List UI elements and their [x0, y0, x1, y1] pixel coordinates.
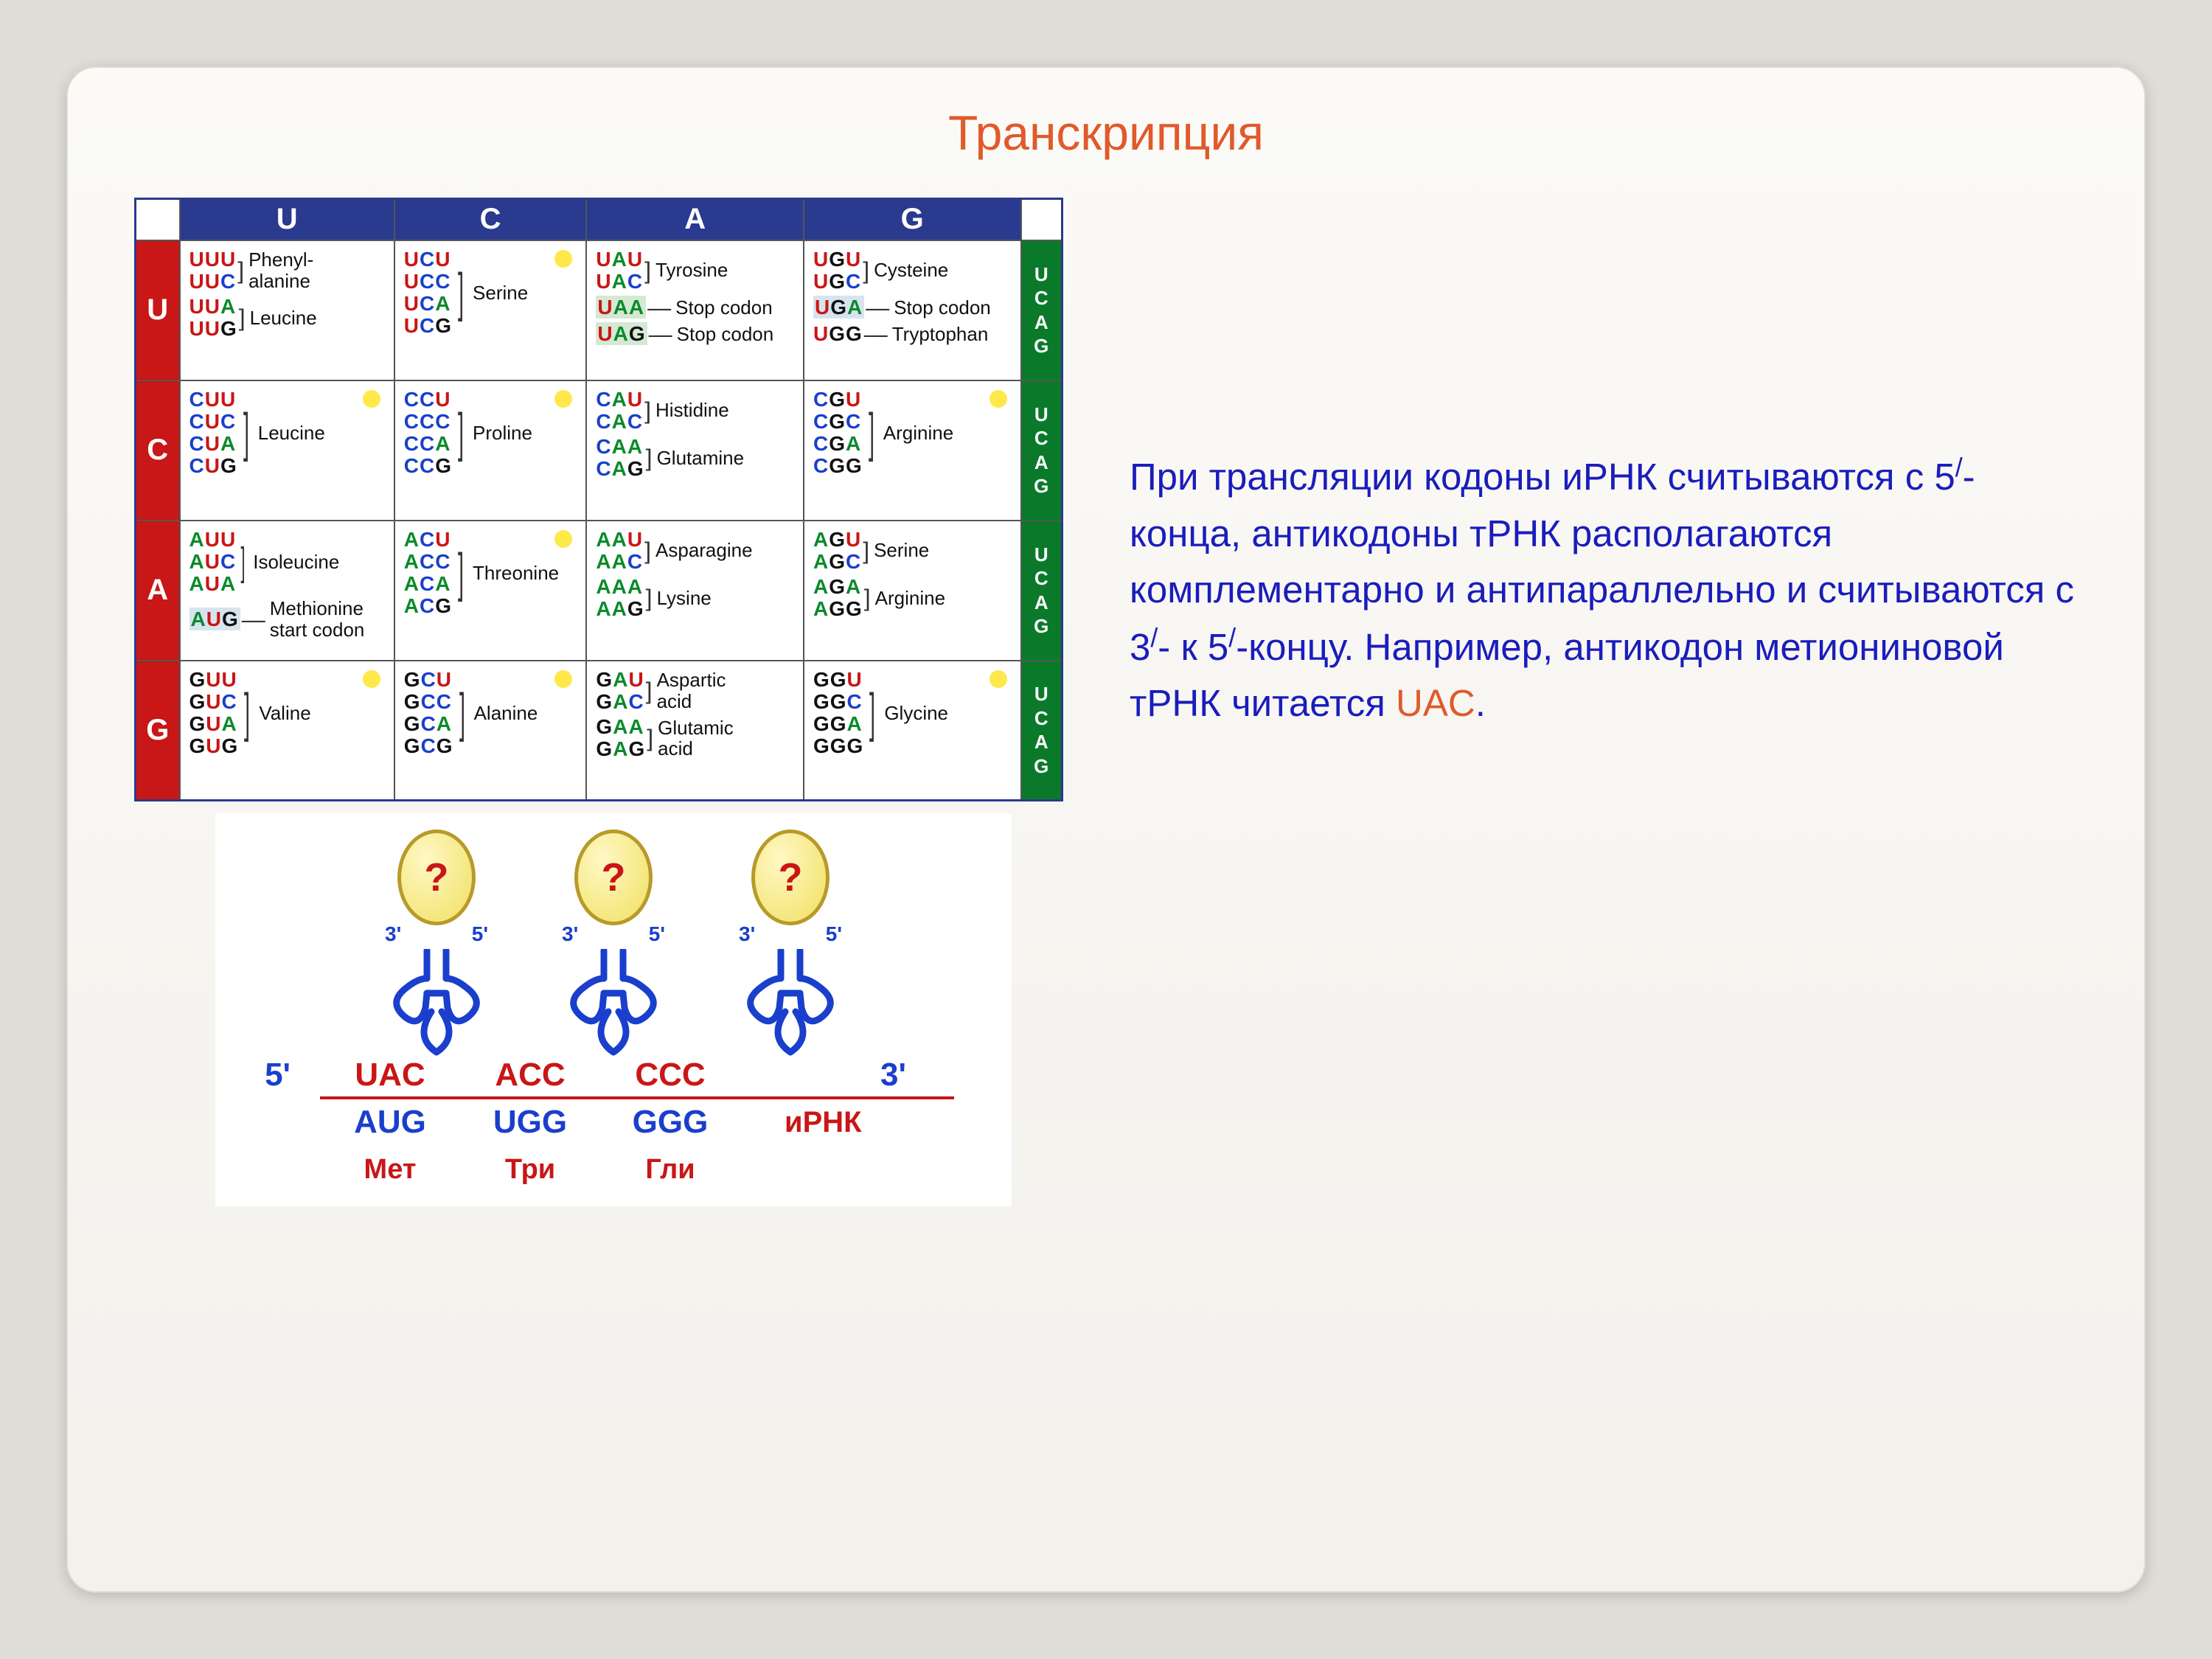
trna-icon: ? 3'5'	[551, 830, 676, 1056]
trna-icon: ? 3'5'	[374, 830, 499, 1056]
slide-card: Транскрипция UCAGUUUUUUC]Phenyl-alanineU…	[66, 66, 2146, 1593]
anticodon-2: ACC	[460, 1057, 600, 1093]
aa-2: Три	[460, 1154, 600, 1186]
content-wrap: UCAGUUUUUUC]Phenyl-alanineUUAUUG]Leucine…	[68, 161, 2144, 1206]
mrna-label: иРНК	[785, 1106, 862, 1139]
trna-body-icon	[374, 949, 499, 1056]
anticodon-1: UAC	[320, 1057, 460, 1093]
label-5prime: 5'	[232, 1057, 291, 1093]
aa-1: Мет	[320, 1154, 460, 1186]
mrna-line	[320, 1096, 954, 1099]
anticodon-3: CCC	[600, 1057, 740, 1093]
trna-ball: ?	[751, 830, 830, 925]
right-column: При трансляции кодоны иРНК считываются с…	[1130, 198, 2085, 1206]
trna-body-icon	[728, 949, 853, 1056]
label-3prime: 3'	[880, 1057, 906, 1093]
aa-3: Гли	[600, 1154, 740, 1186]
left-column: UCAGUUUUUUC]Phenyl-alanineUUAUUG]Leucine…	[134, 198, 1078, 1206]
trna-diagram: ? 3'5' ? 3'5'	[215, 813, 1012, 1206]
mrna-codon-2: UGG	[460, 1104, 600, 1141]
trna-body-icon	[551, 949, 676, 1056]
trna-icon: ? 3'5'	[728, 830, 853, 1056]
trna-ball: ?	[397, 830, 476, 925]
trna-ball: ?	[574, 830, 653, 925]
mrna-codon-1: AUG	[320, 1104, 460, 1141]
sequence-grid: 5' UAC ACC CCC 3' AUG UGG GGG иРНК	[232, 1057, 995, 1186]
codon-table: UCAGUUUUUUC]Phenyl-alanineUUAUUG]Leucine…	[134, 198, 1063, 801]
page-title: Транскрипция	[68, 68, 2144, 161]
description-text: При трансляции кодоны иРНК считываются с…	[1130, 448, 2085, 732]
mrna-codon-3: GGG	[600, 1104, 740, 1141]
